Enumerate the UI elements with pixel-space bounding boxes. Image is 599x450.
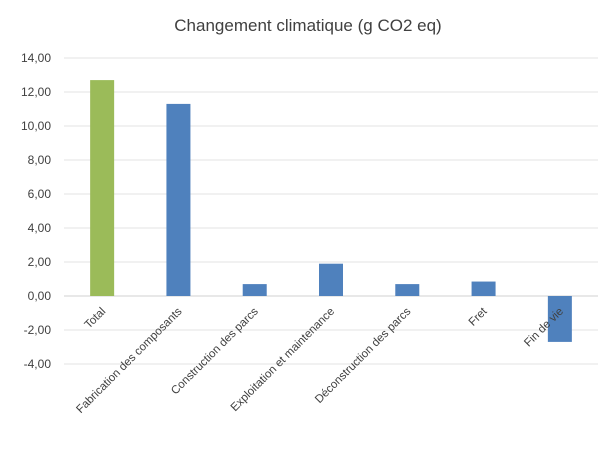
x-tick-label: Total: [83, 306, 109, 332]
y-tick-label: -4,00: [24, 357, 52, 371]
bar: [395, 284, 420, 296]
bar: [166, 103, 191, 297]
x-tick-label: Construction des parcs: [169, 305, 261, 397]
bar: [242, 284, 267, 296]
bar: [547, 296, 572, 342]
y-tick-label: -2,00: [24, 323, 52, 337]
y-tick-label: 8,00: [28, 153, 52, 167]
bar-series: [90, 80, 572, 342]
chart-title: Changement climatique (g CO2 eq): [174, 16, 441, 35]
y-tick-label: 12,00: [21, 85, 51, 99]
y-tick-label: 14,00: [21, 51, 51, 65]
y-tick-label: 6,00: [28, 187, 52, 201]
bar: [90, 80, 115, 296]
y-tick-label: 10,00: [21, 119, 51, 133]
y-tick-label: 2,00: [28, 255, 52, 269]
y-axis: -4,00 -2,00 0,00 2,00 4,00 6,00 8,00 10,00 12,00…: [21, 51, 51, 371]
gridlines: [64, 57, 598, 365]
y-tick-label: 0,00: [28, 289, 52, 303]
bar: [471, 281, 496, 296]
bar: [319, 263, 343, 296]
x-tick-label: Fret: [467, 305, 491, 329]
y-tick-label: 4,00: [28, 221, 52, 235]
